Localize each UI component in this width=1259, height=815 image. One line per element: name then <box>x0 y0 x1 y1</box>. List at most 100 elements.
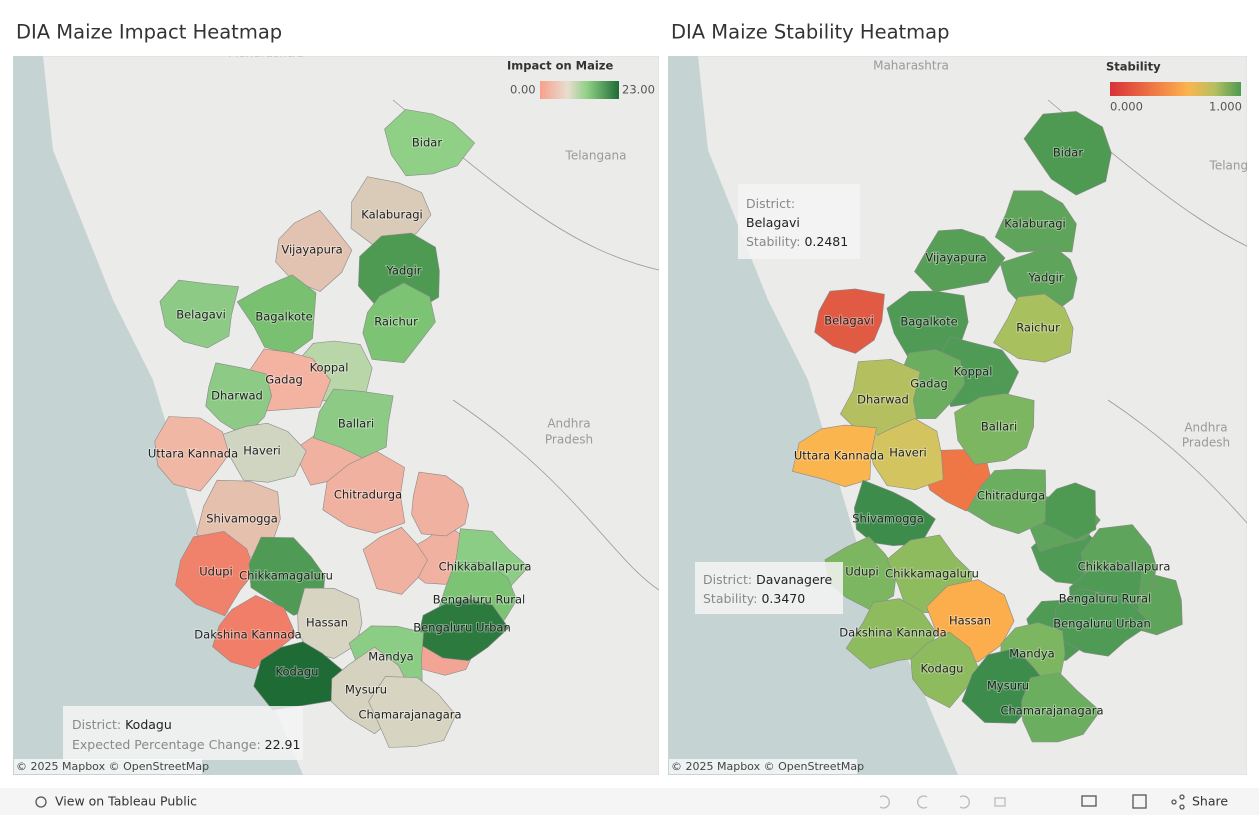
district-area <box>1021 672 1101 743</box>
district-area <box>175 531 256 617</box>
tooltip-value: Kodagu <box>125 717 172 732</box>
view-link[interactable]: View on Tableau Public <box>55 794 197 809</box>
district-label: Bidar <box>412 136 442 150</box>
tooltip-line: Stability: 0.2481 <box>746 234 848 249</box>
district-label: Chamarajanagara <box>1000 704 1103 718</box>
legend-min: 0.00 <box>510 83 536 97</box>
district-label: Dakshina Kannada <box>194 628 301 642</box>
district-label: Dharwad <box>857 393 909 407</box>
district-label: Chikkaballapura <box>439 560 532 574</box>
district-label: Mandya <box>1009 647 1054 661</box>
district-label: Hassan <box>949 614 991 628</box>
district-label: Yadgir <box>1027 271 1063 285</box>
tooltip-metric-value: 0.2481 <box>804 234 848 249</box>
district-label: Chikkamagaluru <box>239 569 333 583</box>
district-area <box>322 450 406 534</box>
district-area <box>999 244 1078 314</box>
district-label: Ballari <box>338 417 374 431</box>
district-label: Koppal <box>954 365 993 379</box>
tooltip-label: District: <box>703 572 752 587</box>
district-label: Uttara Kannada <box>148 447 238 461</box>
district-area <box>159 279 239 349</box>
place-label: Pradesh <box>1182 436 1230 450</box>
tooltip-label: District: <box>746 196 795 211</box>
tooltip-value: Davanagere <box>756 572 832 587</box>
district-label: Bengaluru Rural <box>433 593 526 607</box>
district-label: Raichur <box>1016 321 1060 335</box>
district-label: Koppal <box>310 361 349 375</box>
tooltip-line: Expected Percentage Change: 22.91 <box>72 737 300 752</box>
district-label: Kodagu <box>921 662 964 676</box>
district-label: Bagalkote <box>900 315 957 329</box>
district-label: Chikkaballapura <box>1078 560 1171 574</box>
district-label: Kalaburagi <box>1004 217 1066 231</box>
district-area <box>384 109 476 177</box>
panel-title: DIA Maize Stability Heatmap <box>671 21 950 44</box>
district-area <box>966 468 1047 535</box>
district-label: Vijayapura <box>925 251 986 265</box>
legend-gradient <box>540 81 619 99</box>
tooltip-line: District: <box>746 196 795 211</box>
district-label: Bengaluru Rural <box>1059 592 1152 606</box>
district-area <box>1054 588 1152 657</box>
district-label: Shivamogga <box>852 512 924 526</box>
district-label: Udupi <box>199 565 233 579</box>
district-label: Bengaluru Urban <box>413 621 511 635</box>
panel-title: DIA Maize Impact Heatmap <box>16 21 282 44</box>
district-label: Hassan <box>306 616 348 630</box>
district-area <box>914 228 1006 293</box>
tooltip-line: District: Kodagu <box>72 717 172 732</box>
place-label: Maharashtra <box>873 59 949 73</box>
legend-gradient <box>1110 82 1241 96</box>
legend-max: 23.00 <box>622 83 655 97</box>
toolbar-icons <box>35 794 1185 810</box>
district-label: Bengaluru Urban <box>1053 617 1151 631</box>
district-label: Ballari <box>981 420 1017 434</box>
district-area <box>297 587 363 659</box>
district-label: Dharwad <box>211 389 263 403</box>
district-area <box>416 598 509 662</box>
district-label: Yadgir <box>385 264 421 278</box>
district-label: Shivamogga <box>206 512 278 526</box>
district-area <box>792 424 877 488</box>
tooltip-value: Belagavi <box>746 215 800 230</box>
district-area <box>411 471 470 537</box>
tooltip-metric-value: 0.3470 <box>761 591 805 606</box>
place-label: Pradesh <box>545 433 593 447</box>
tooltip-metric-label: Expected Percentage Change: <box>72 737 261 752</box>
attribution: © 2025 Mapbox © OpenStreetMap <box>671 760 864 773</box>
attribution-bg <box>669 759 857 774</box>
legend-title: Impact on Maize <box>507 59 614 73</box>
legend-min: 0.000 <box>1110 100 1143 114</box>
tooltip-box <box>63 706 303 760</box>
district-label: Gadag <box>910 377 948 391</box>
district-label: Belagavi <box>824 314 874 328</box>
district-label: Uttara Kannada <box>794 449 884 463</box>
district-label: Mysuru <box>987 679 1029 693</box>
district-label: Kalaburagi <box>361 208 423 222</box>
share-button[interactable]: Share <box>1192 794 1228 809</box>
tooltip-metric-label: Stability: <box>746 234 800 249</box>
sea <box>13 56 303 775</box>
district-area <box>362 282 436 364</box>
district-label: Chitradurga <box>977 489 1045 503</box>
legend-max: 1.000 <box>1209 100 1242 114</box>
district-label: Chitradurga <box>334 488 402 502</box>
tooltip-line: Stability: 0.3470 <box>703 591 805 606</box>
district-label: Bagalkote <box>255 310 312 324</box>
district-area <box>368 676 457 748</box>
attribution: © 2025 Mapbox © OpenStreetMap <box>16 760 209 773</box>
tooltip-box <box>738 184 860 259</box>
place-label: Telangana <box>1209 159 1259 173</box>
district-area <box>362 526 428 595</box>
legend-title: Stability <box>1106 60 1161 74</box>
map: Maharashtra Telangana Andhra Pradesh Bidar Ka… <box>13 56 659 775</box>
place-label: Telangana <box>565 149 627 163</box>
district-label: Chamarajanagara <box>358 708 461 722</box>
place-label: Andhra <box>547 417 590 431</box>
district-label: Udupi <box>845 565 879 579</box>
district-label: Chikkamagaluru <box>885 567 979 581</box>
district-label: Mysuru <box>345 683 387 697</box>
district-area <box>993 293 1074 363</box>
district-area <box>154 416 230 492</box>
